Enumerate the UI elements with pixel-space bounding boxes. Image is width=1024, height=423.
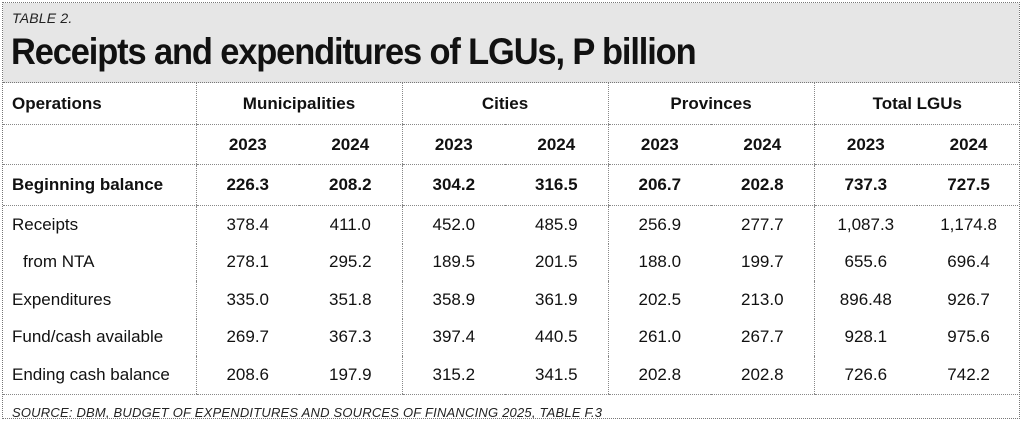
table-cell: 896.48: [813, 281, 918, 319]
table-cell: 269.7: [195, 318, 299, 356]
group-header-cities: Cities: [401, 83, 609, 125]
operations-header: Operations: [3, 83, 196, 125]
year-header: 2024: [505, 124, 609, 165]
table-cell: 737.3: [813, 164, 918, 206]
data-table: Operations Municipalities Cities Provinc…: [3, 83, 1019, 395]
table-cell: 975.6: [947, 327, 990, 347]
table-cell: 696.4: [947, 252, 990, 272]
table-cell: 1,174.8: [940, 214, 997, 234]
table-title: Receipts and expenditures of LGUs, P bil…: [11, 31, 697, 72]
year-header: 2023: [813, 124, 918, 165]
table-cell: 726.6: [813, 356, 918, 395]
table-cell: 341.5: [505, 356, 609, 395]
table-cell: 1,087.3: [813, 205, 918, 244]
table-cell: 202.8: [607, 356, 712, 395]
table-row-ending-cash-balance: Ending cash balance 208.6 197.9 315.2 34…: [3, 356, 1019, 395]
table-cell: 928.1: [813, 318, 918, 356]
table-cell: 202.8: [711, 164, 815, 206]
table-cell: 256.9: [607, 205, 712, 244]
row-label: Receipts: [12, 214, 79, 234]
table-cell: 411.0: [329, 214, 371, 234]
table-cell: 440.5: [535, 327, 578, 347]
table-cell: 208.6: [195, 356, 299, 395]
table-cell: 278.1: [195, 243, 299, 281]
table-cell: 213.0: [741, 289, 784, 309]
table-cell: 351.8: [328, 289, 372, 309]
year-header-blank: [3, 124, 196, 165]
table-cell: 202.5: [607, 281, 712, 319]
table-cell: 742.2: [917, 356, 1019, 395]
table-cell: 277.7: [741, 214, 784, 234]
row-label: Expenditures: [12, 289, 112, 309]
group-header-municipalities: Municipalities: [195, 83, 403, 125]
table-cell: 367.3: [328, 327, 372, 347]
table-cell: 315.2: [401, 356, 506, 395]
table-cell: 378.4: [195, 205, 299, 244]
table-cell: 188.0: [607, 243, 712, 281]
table-cell: 189.5: [401, 243, 506, 281]
table-cell: 199.7: [741, 252, 784, 272]
table-label: TABLE 2.: [12, 10, 73, 26]
row-label: Fund/cash available: [12, 327, 164, 347]
table-cell: 197.9: [299, 356, 403, 395]
table-cell: 452.0: [401, 205, 506, 244]
row-label: from NTA: [23, 252, 95, 272]
table-cell: 295.2: [328, 252, 372, 272]
table-row-from-nta: from NTA 278.1 295.2 189.5 201.5 188.0 1…: [3, 243, 1019, 281]
table-cell: 316.5: [505, 164, 609, 206]
table-row-beginning-balance: Beginning balance 226.3 208.2 304.2 316.…: [3, 164, 1019, 206]
table-row-fund-cash-available: Fund/cash available 269.7 367.3 397.4 44…: [3, 318, 1019, 356]
table-cell: 206.7: [607, 164, 712, 206]
row-label: Beginning balance: [3, 164, 196, 206]
source-note: SOURCE: DBM, BUDGET OF EXPENDITURES AND …: [12, 404, 603, 419]
group-header-provinces: Provinces: [607, 83, 815, 125]
table-header: TABLE 2. Receipts and expenditures of LG…: [3, 3, 1019, 83]
table-cell: 361.9: [535, 289, 578, 309]
table-row-expenditures: Expenditures 335.0 351.8 358.9 361.9 202…: [3, 281, 1019, 319]
table-cell: 655.6: [813, 243, 918, 281]
table-cell: 261.0: [607, 318, 712, 356]
table-cell: 926.7: [947, 289, 990, 309]
year-header: 2024: [917, 124, 1019, 165]
group-header-total-lgus: Total LGUs: [813, 83, 1019, 125]
table-cell: 202.8: [711, 356, 815, 395]
year-header: 2023: [401, 124, 506, 165]
table-cell: 208.2: [299, 164, 403, 206]
year-header: 2023: [607, 124, 712, 165]
table-cell: 727.5: [917, 164, 1019, 206]
row-label: Ending cash balance: [3, 356, 196, 395]
year-header: 2024: [299, 124, 403, 165]
table-cell: 267.7: [741, 327, 784, 347]
table-cell: 397.4: [401, 318, 506, 356]
table-cell: 201.5: [535, 252, 578, 272]
table-cell: 485.9: [535, 214, 578, 234]
year-header: 2024: [711, 124, 815, 165]
table-cell: 226.3: [195, 164, 299, 206]
table-cell: 335.0: [195, 281, 299, 319]
table-cell: 304.2: [401, 164, 506, 206]
table-row-receipts: Receipts 378.4 411.0 452.0 485.9 256.9 2…: [3, 205, 1019, 244]
table-cell: 358.9: [401, 281, 506, 319]
year-header: 2023: [195, 124, 299, 165]
